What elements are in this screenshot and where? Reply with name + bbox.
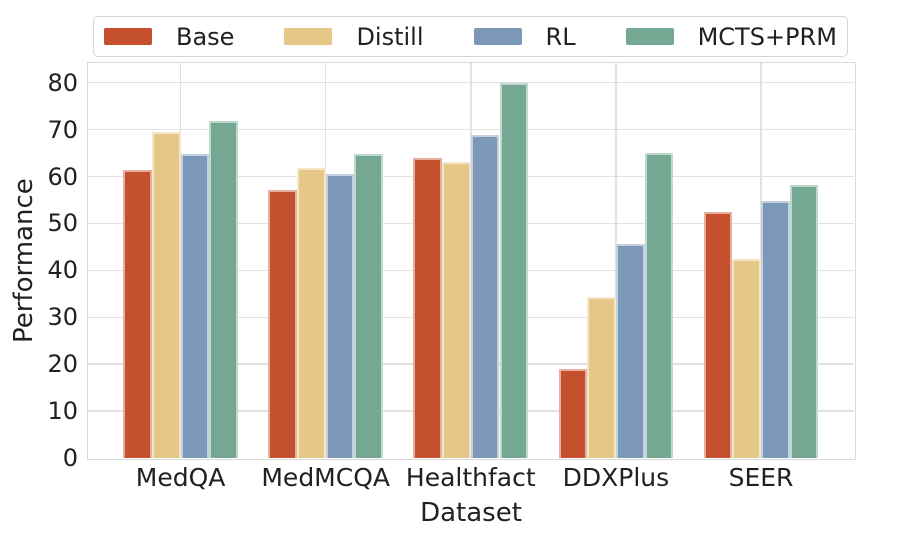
legend-swatch-base <box>104 28 152 45</box>
y-tick-label-40: 40 <box>47 256 78 285</box>
y-tick-label-70: 70 <box>47 115 78 144</box>
y-axis-label: Performance <box>9 178 39 343</box>
x-axis-label: Dataset <box>420 498 522 528</box>
legend-label-base: Base <box>176 22 235 51</box>
bar-healthfact-distill <box>442 162 471 458</box>
x-tick-label-seer: SEER <box>728 463 794 492</box>
bar-ddxplus-distill <box>587 296 616 458</box>
legend-swatch-mcts-prm <box>625 28 674 45</box>
x-tick-label-ddxplus: DDXPlus <box>562 463 670 492</box>
legend-label-distill: Distill <box>356 22 424 51</box>
legend-swatch-rl <box>473 28 522 45</box>
y-tick-label-60: 60 <box>47 162 78 191</box>
bar-ddxplus-rl <box>615 243 645 458</box>
bar-medmcqa-mcts-prm <box>354 153 384 458</box>
legend-item-base: Base <box>104 25 234 49</box>
bar-healthfact-mcts-prm <box>499 83 529 458</box>
bar-medqa-rl <box>180 154 210 458</box>
y-tick-label-50: 50 <box>47 209 78 238</box>
bar-medmcqa-base <box>268 189 297 458</box>
bar-medqa-mcts-prm <box>209 121 238 458</box>
x-tick-label-medmcqa: MedMCQA <box>261 463 391 492</box>
bar-medmcqa-rl <box>325 174 355 458</box>
bar-ddxplus-base <box>558 368 588 458</box>
legend-label-rl: RL <box>545 22 576 51</box>
bar-seer-distill <box>732 258 761 458</box>
legend-item-mcts-prm: MCTS+PRM <box>625 22 837 51</box>
y-tick-label-0: 0 <box>62 444 78 472</box>
bar-seer-mcts-prm <box>789 184 819 458</box>
bar-seer-rl <box>761 200 790 458</box>
y-tick-label-20: 20 <box>47 350 78 379</box>
y-tick-label-10: 10 <box>47 397 78 426</box>
x-tick-label-healthfact: Healthfact <box>405 463 536 492</box>
bar-medqa-base <box>123 169 152 458</box>
bar-healthfact-base <box>413 158 443 458</box>
bar-healthfact-rl <box>470 135 500 458</box>
x-tick-label-medqa: MedQA <box>135 463 226 492</box>
legend: Base Distill RL MCTS+PRM <box>93 16 848 57</box>
legend-item-rl: RL <box>473 22 576 51</box>
legend-label-mcts-prm: MCTS+PRM <box>697 22 837 51</box>
y-tick-label-30: 30 <box>47 303 78 332</box>
legend-swatch-distill <box>284 28 333 45</box>
bar-ddxplus-mcts-prm <box>644 152 674 458</box>
y-tick-label-80: 80 <box>47 68 78 97</box>
legend-item-distill: Distill <box>284 22 424 51</box>
plot-area <box>86 61 856 460</box>
bar-medmcqa-distill <box>297 167 326 458</box>
bar-seer-base <box>703 212 733 458</box>
bar-medqa-distill <box>151 131 181 458</box>
